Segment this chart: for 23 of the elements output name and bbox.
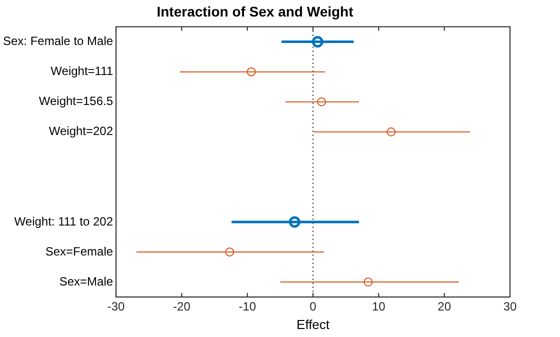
point <box>386 127 396 136</box>
x-tick-label: 20 <box>438 300 452 314</box>
x-tick-label: -20 <box>173 300 191 314</box>
point <box>364 277 373 286</box>
y-tick-label: Sex=Male <box>59 274 114 288</box>
x-tick-label: 10 <box>372 300 386 314</box>
point <box>317 97 326 106</box>
x-tick-label: 30 <box>503 300 517 314</box>
point <box>225 247 234 256</box>
x-tick-label: -30 <box>107 300 126 314</box>
point <box>312 36 324 48</box>
y-tick-label: Weight=202 <box>48 124 114 138</box>
x-axis-title: Effect <box>296 316 330 332</box>
y-tick-label: Weight=156.5 <box>38 94 114 108</box>
point <box>246 67 256 76</box>
y-tick-label: Sex: Female to Male <box>3 34 114 48</box>
y-tick-label: Weight: 111 to 202 <box>14 214 114 228</box>
y-tick-label: Weight=111 <box>50 64 114 78</box>
point <box>288 216 300 228</box>
x-tick-label: -10 <box>238 300 256 314</box>
x-tick-label: 0 <box>310 300 317 314</box>
chart-title: Interaction of Sex and Weight <box>156 3 354 20</box>
y-tick-label: Sex=Female <box>45 244 114 258</box>
